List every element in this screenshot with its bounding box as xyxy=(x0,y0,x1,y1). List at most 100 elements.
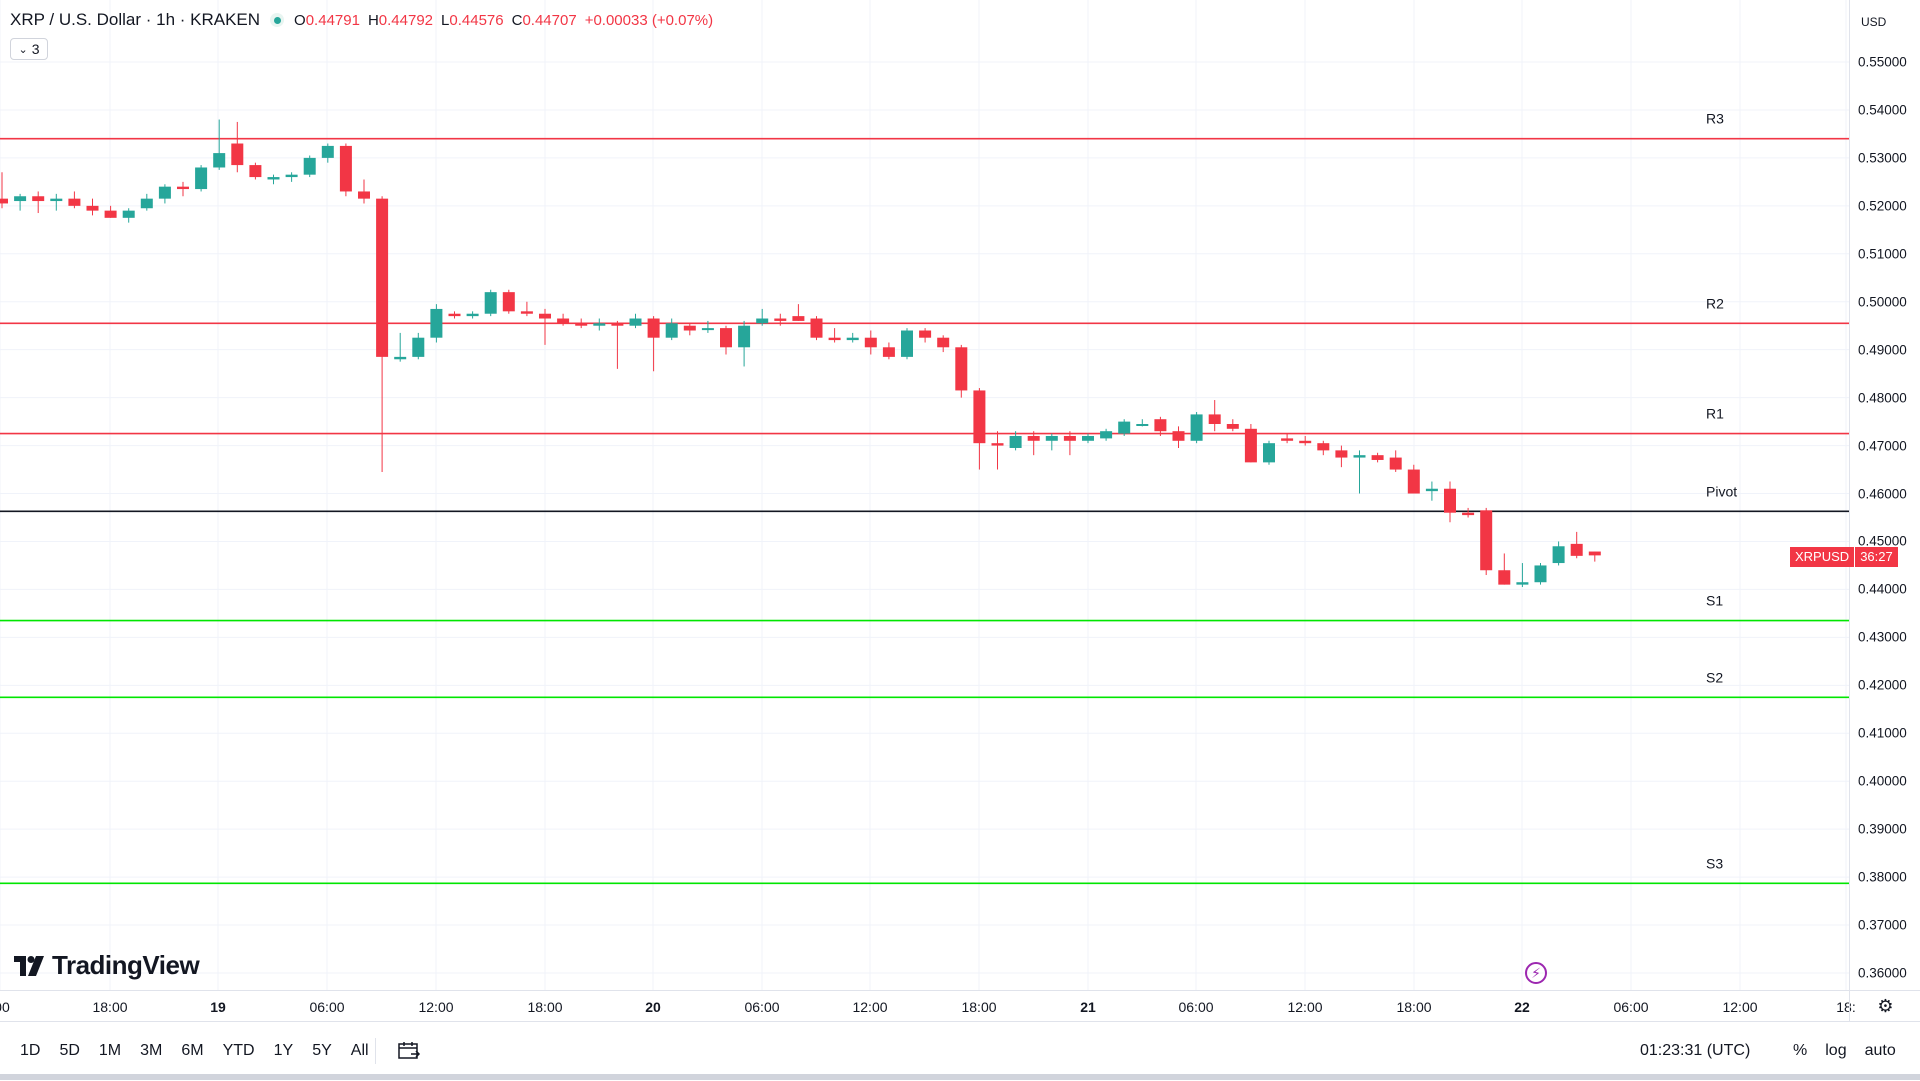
calendar-goto-icon[interactable] xyxy=(397,1040,421,1062)
lightning-icon[interactable]: ⚡ xyxy=(1525,962,1547,984)
candle xyxy=(1299,435,1312,446)
candle xyxy=(919,328,932,343)
percent-toggle[interactable]: % xyxy=(1793,1042,1808,1059)
candle-body xyxy=(846,337,859,341)
candle-body xyxy=(430,308,443,338)
candle xyxy=(195,165,208,192)
time-tick-label: :00 xyxy=(0,999,10,1015)
gear-icon[interactable]: ⚙ xyxy=(1849,990,1920,1021)
candle xyxy=(647,316,660,372)
candle-body xyxy=(466,313,479,317)
candle xyxy=(1100,428,1113,441)
candle-body xyxy=(955,347,968,391)
candle xyxy=(430,304,443,343)
candle xyxy=(1154,416,1167,436)
candle-body xyxy=(394,356,407,360)
candle-body xyxy=(1226,424,1239,429)
chevron-down-icon: ⌄ xyxy=(18,43,28,56)
candle-body xyxy=(919,330,932,338)
candle-body xyxy=(86,205,99,211)
candle xyxy=(1063,431,1076,456)
price-tick-label: 0.47000 xyxy=(1858,438,1907,454)
candle-body xyxy=(864,337,877,348)
candle-body xyxy=(1516,582,1529,585)
candle xyxy=(575,318,588,329)
candle-body xyxy=(774,318,787,321)
indicators-toggle[interactable]: ⌄ 3 xyxy=(10,38,48,60)
candle-body xyxy=(267,177,280,180)
chart-plot-area[interactable]: R3 R2 R1 Pivot S1 S2 S3 xyxy=(0,0,1849,990)
time-axis[interactable]: :00 18:00 19 06:00 12:00 18:00 20 06:00 12:00 18:… xyxy=(0,990,1856,1021)
candle xyxy=(792,304,805,321)
logo-text: TradingView xyxy=(52,950,200,980)
candle xyxy=(32,191,45,214)
utc-clock[interactable]: 01:23:31 (UTC) xyxy=(1640,1042,1751,1059)
change-value: +0.00033 (+0.07%) xyxy=(584,11,714,29)
range-button-3m[interactable]: 3M xyxy=(140,1042,163,1059)
candle xyxy=(1353,450,1366,494)
candle-body xyxy=(1299,440,1312,444)
scrollbar[interactable] xyxy=(0,1074,1920,1080)
range-button-all[interactable]: All xyxy=(350,1042,369,1059)
range-button-1y[interactable]: 1Y xyxy=(273,1042,294,1059)
candle xyxy=(901,328,913,360)
candle-body xyxy=(412,337,425,357)
candle-body xyxy=(1425,488,1438,492)
range-button-1d[interactable]: 1D xyxy=(20,1042,41,1059)
price-tick-label: 0.36000 xyxy=(1858,965,1907,981)
range-button-1m[interactable]: 1M xyxy=(98,1042,122,1059)
candle-body xyxy=(1371,455,1384,460)
candle xyxy=(1190,412,1203,444)
currency-label[interactable]: USD xyxy=(1861,15,1887,29)
tradingview-logo[interactable]: TradingView xyxy=(14,950,200,981)
price-tick-label: 0.42000 xyxy=(1858,677,1907,693)
price-tick-label: 0.37000 xyxy=(1858,917,1907,933)
candle xyxy=(665,318,678,341)
candle-body xyxy=(1009,435,1022,448)
log-toggle[interactable]: log xyxy=(1825,1042,1847,1059)
price-tick-label: 0.49000 xyxy=(1858,342,1907,358)
candle-body xyxy=(484,292,497,314)
candle-body xyxy=(520,311,533,314)
symbol-title[interactable]: XRP / U.S. Dollar · 1h · KRAKEN xyxy=(10,10,261,29)
candle xyxy=(303,155,316,178)
candle-body xyxy=(448,313,461,317)
candle xyxy=(86,198,99,216)
candle xyxy=(1498,553,1511,585)
level-label-pivot: Pivot xyxy=(1706,483,1737,499)
candle-body xyxy=(991,443,1004,446)
auto-toggle[interactable]: auto xyxy=(1864,1042,1896,1059)
time-tick-label: 19 xyxy=(210,999,226,1015)
candle xyxy=(683,323,696,336)
candle xyxy=(0,172,8,209)
candle-body xyxy=(1027,435,1040,441)
candle xyxy=(1570,531,1583,559)
candle-body xyxy=(1444,488,1456,513)
candle-body xyxy=(1570,543,1583,556)
candle-body xyxy=(539,313,551,319)
candle-body xyxy=(32,196,45,202)
range-button-5d[interactable]: 5D xyxy=(59,1042,80,1059)
candle xyxy=(466,311,479,319)
candle xyxy=(358,179,370,204)
market-status-icon[interactable] xyxy=(270,13,285,27)
candle-body xyxy=(249,165,262,178)
time-tick-label: 12:00 xyxy=(1287,999,1323,1015)
last-price-tag: XRPUSD 36:27 xyxy=(1790,547,1898,567)
range-button-ytd[interactable]: YTD xyxy=(222,1042,255,1059)
candle xyxy=(249,162,262,180)
candle xyxy=(539,308,551,345)
candlestick-chart[interactable]: R3 R2 R1 Pivot S1 S2 S3 xyxy=(0,0,1849,990)
range-button-5y[interactable]: 5Y xyxy=(312,1042,332,1059)
candle-body xyxy=(358,191,370,199)
time-tick-label: 18:00 xyxy=(1396,999,1432,1015)
price-axis[interactable]: 0.55000 0.54000 0.53000 0.52000 0.51000 0.500… xyxy=(1849,0,1920,990)
level-label-r3: R3 xyxy=(1706,111,1724,127)
candle xyxy=(122,208,135,223)
range-button-6m[interactable]: 6M xyxy=(181,1042,204,1059)
candle xyxy=(1407,464,1420,494)
candle xyxy=(991,431,1004,470)
candle-body xyxy=(1244,428,1257,463)
candle-body xyxy=(1263,443,1275,463)
candle xyxy=(937,335,950,353)
